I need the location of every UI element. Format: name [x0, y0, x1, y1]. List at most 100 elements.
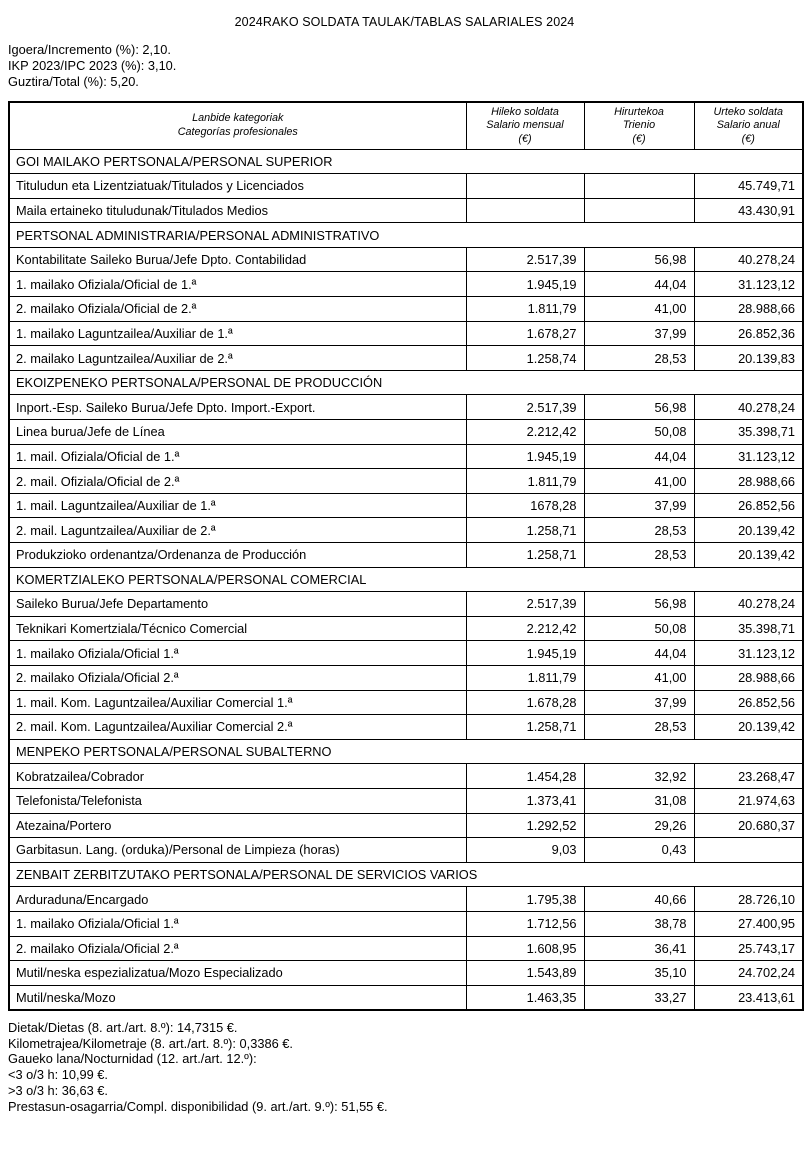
annual-salary-cell: 28.988,66: [693, 664, 804, 691]
table-row: Kontabilitate Saileko Burua/Jefe Dpto. C…: [8, 246, 804, 273]
triennium-cell: 41,00: [583, 296, 695, 322]
category-cell: Maila ertaineko tituludunak/Titulados Me…: [8, 197, 467, 224]
table-row: Garbitasun. Lang. (orduka)/Personal de L…: [8, 837, 804, 863]
annual-salary-cell: 45.749,71: [693, 173, 804, 199]
triennium-cell: 50,08: [583, 615, 695, 642]
monthly-salary-cell: 2.212,42: [465, 419, 585, 445]
triennium-cell: 56,98: [583, 246, 695, 273]
monthly-salary-cell: 1.811,79: [465, 468, 585, 494]
table-row: 2. mailako Laguntzailea/Auxiliar de 2.ª 1…: [8, 345, 804, 371]
triennium-cell: 44,04: [583, 271, 695, 298]
triennium-cell: 37,99: [583, 492, 695, 519]
category-cell: Mutil/neska espezializatua/Mozo Especial…: [8, 960, 467, 986]
category-cell: Teknikari Komertziala/Técnico Comercial: [8, 615, 467, 642]
category-cell: Garbitasun. Lang. (orduka)/Personal de L…: [8, 837, 467, 863]
table-row: 1. mailako Ofiziala/Oficial 1.ª 1.712,56 3…: [8, 910, 804, 937]
triennium-cell: 28,53: [583, 345, 695, 371]
table-row: Atezaina/Portero 1.292,52 29,26 20.680,37: [8, 812, 804, 839]
section-header-cell: PERTSONAL ADMINISTRARIA/PERSONAL ADMINIS…: [8, 222, 804, 248]
section-header-cell: ZENBAIT ZERBITZUTAKO PERTSONALA/PERSONAL…: [8, 861, 804, 888]
intro-line: Guztira/Total (%): 5,20.: [8, 74, 139, 89]
triennium-cell: 44,04: [583, 443, 695, 470]
annual-salary-cell: 20.139,42: [693, 714, 804, 740]
category-cell: 2. mailako Ofiziala/Oficial 2.ª: [8, 664, 467, 691]
triennium-cell: 44,04: [583, 640, 695, 666]
section-header-cell: GOI MAILAKO PERTSONALA/PERSONAL SUPERIOR: [8, 148, 804, 175]
annual-salary-cell: 20.680,37: [693, 812, 804, 839]
category-cell: 1. mail. Ofiziala/Oficial de 1.ª: [8, 443, 467, 470]
monthly-salary-cell: 1.795,38: [465, 886, 585, 912]
footnote-line: Gaueko lana/Nocturnidad (12. art./art. 1…: [8, 1051, 257, 1067]
section-header-cell: MENPEKO PERTSONALA/PERSONAL SUBALTERNO: [8, 738, 804, 765]
section-header-cell: EKOIZPENEKO PERTSONALA/PERSONAL DE PRODU…: [8, 369, 804, 396]
annual-salary-cell: 28.988,66: [693, 468, 804, 494]
triennium-cell: 28,53: [583, 542, 695, 568]
triennium-cell: 28,53: [583, 517, 695, 543]
triennium-cell: 35,10: [583, 960, 695, 986]
footnote-line: <3 o/3 h: 10,99 €.: [8, 1067, 108, 1083]
annual-salary-cell: 20.139,83: [693, 345, 804, 371]
column-header-line: Salario anual: [716, 119, 780, 131]
footnote-line: >3 o/3 h: 36,63 €.: [8, 1082, 108, 1098]
table-row: Mutil/neska espezializatua/Mozo Especial…: [8, 960, 804, 986]
section-header-row: EKOIZPENEKO PERTSONALA/PERSONAL DE PRODU…: [8, 369, 804, 396]
monthly-salary-cell: 1.608,95: [465, 935, 585, 962]
column-header-monthly-salary: Hileko soldata Salario mensual (€): [465, 101, 585, 150]
category-cell: 2. mailako Ofiziala/Oficial 2.ª: [8, 935, 467, 962]
column-header-line: (€): [632, 132, 646, 145]
column-header-triennium: Hirurtekoa Trienio (€): [583, 101, 695, 150]
annual-salary-cell: 28.726,10: [693, 886, 804, 912]
monthly-salary-cell: [465, 197, 585, 224]
annual-salary-cell: 40.278,24: [693, 394, 804, 421]
triennium-cell: 38,78: [583, 910, 695, 937]
table-row: 1. mail. Kom. Laguntzailea/Auxiliar Come…: [8, 689, 804, 716]
monthly-salary-cell: 1.258,74: [465, 345, 585, 371]
annual-salary-cell: 26.852,56: [693, 492, 804, 519]
footnote-line: Prestasun-osagarria/Compl. disponibilida…: [8, 1098, 388, 1114]
table-row: Mutil/neska/Mozo 1.463,35 33,27 23.413,61: [8, 984, 804, 1011]
monthly-salary-cell: 1.292,52: [465, 812, 585, 839]
table-row: 2. mail. Laguntzailea/Auxiliar de 2.ª 1.2…: [8, 517, 804, 543]
salary-table-body: GOI MAILAKO PERTSONALA/PERSONAL SUPERIOR…: [8, 148, 804, 1011]
table-row: Saileko Burua/Jefe Departamento 2.517,39 5…: [8, 591, 804, 617]
triennium-cell: 31,08: [583, 787, 695, 814]
annual-salary-cell: 31.123,12: [693, 271, 804, 298]
annual-salary-cell: 35.398,71: [693, 615, 804, 642]
salary-table: Lanbide kategoriak Categorías profesional…: [8, 101, 804, 1011]
monthly-salary-cell: 1.811,79: [465, 664, 585, 691]
triennium-cell: [583, 197, 695, 224]
category-cell: 2. mailako Laguntzailea/Auxiliar de 2.ª: [8, 345, 467, 371]
annual-salary-cell: 23.413,61: [693, 984, 804, 1011]
table-row: Tituludun eta Lizentziatuak/Titulados y …: [8, 173, 804, 199]
footnotes: Dietak/Dietas (8. art./art. 8.º): 14,731…: [8, 1020, 809, 1115]
table-row: 1. mailako Ofiziala/Oficial de 1.ª 1.945,…: [8, 271, 804, 298]
category-cell: 1. mail. Laguntzailea/Auxiliar de 1.ª: [8, 492, 467, 519]
monthly-salary-cell: 9,03: [465, 837, 585, 863]
monthly-salary-cell: 1.543,89: [465, 960, 585, 986]
column-header-categories: Lanbide kategoriak Categorías profesional…: [8, 101, 467, 150]
category-cell: 1. mailako Ofiziala/Oficial de 1.ª: [8, 271, 467, 298]
annual-salary-cell: 21.974,63: [693, 787, 804, 814]
monthly-salary-cell: 1.373,41: [465, 787, 585, 814]
column-header-line: (€): [518, 132, 532, 145]
table-row: 2. mail. Ofiziala/Oficial de 2.ª 1.811,79…: [8, 468, 804, 494]
monthly-salary-cell: 1.258,71: [465, 542, 585, 568]
monthly-salary-cell: 1.945,19: [465, 271, 585, 298]
category-cell: Mutil/neska/Mozo: [8, 984, 467, 1011]
annual-salary-cell: 28.988,66: [693, 296, 804, 322]
intro-notes: Igoera/Incremento (%): 2,10. IKP 2023/IPC…: [8, 42, 809, 90]
column-header-line: Trienio: [622, 119, 656, 131]
section-header-row: PERTSONAL ADMINISTRARIA/PERSONAL ADMINIS…: [8, 222, 804, 248]
triennium-cell: 56,98: [583, 591, 695, 617]
table-row: 2. mailako Ofiziala/Oficial de 2.ª 1.811,…: [8, 296, 804, 322]
column-header-line: Categorías profesionales: [177, 125, 298, 138]
column-header-line: Salario mensual: [486, 119, 564, 131]
category-cell: Arduraduna/Encargado: [8, 886, 467, 912]
table-row: Kobratzailea/Cobrador 1.454,28 32,92 23.268…: [8, 763, 804, 789]
annual-salary-cell: 25.743,17: [693, 935, 804, 962]
table-row: Linea burua/Jefe de Línea 2.212,42 50,08 35…: [8, 419, 804, 445]
triennium-cell: 56,98: [583, 394, 695, 421]
annual-salary-cell: 31.123,12: [693, 640, 804, 666]
annual-salary-cell: [693, 837, 804, 863]
